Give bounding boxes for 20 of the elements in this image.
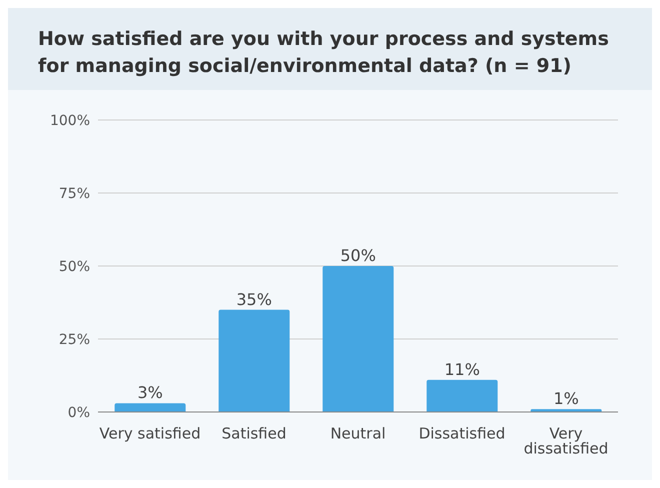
bar <box>426 380 498 412</box>
data-label: 3% <box>137 383 163 402</box>
y-tick-label: 100% <box>50 112 90 129</box>
data-label: 35% <box>236 290 272 309</box>
bar <box>322 266 394 412</box>
bar <box>114 403 186 412</box>
x-tick-label: Satisfied <box>222 424 286 443</box>
x-tick-label: Dissatisfied <box>418 424 506 443</box>
chart-title: How satisfied are you with your process and systems for managing social/environmental data? (n = 91) <box>8 8 652 90</box>
y-tick-label: 25% <box>58 332 90 348</box>
y-tick-label: 0% <box>68 404 90 421</box>
data-label: 1% <box>553 389 579 408</box>
x-tick-label: Very dissatisfied <box>524 424 608 458</box>
data-label: 50% <box>340 246 376 265</box>
bar <box>218 310 290 412</box>
y-tick-label: 50% <box>58 258 90 275</box>
y-tick-label: 75% <box>58 186 90 202</box>
data-label: 11% <box>444 360 480 379</box>
x-tick-label: Neutral <box>330 424 386 443</box>
x-tick-label: Very satisfied <box>99 424 201 443</box>
